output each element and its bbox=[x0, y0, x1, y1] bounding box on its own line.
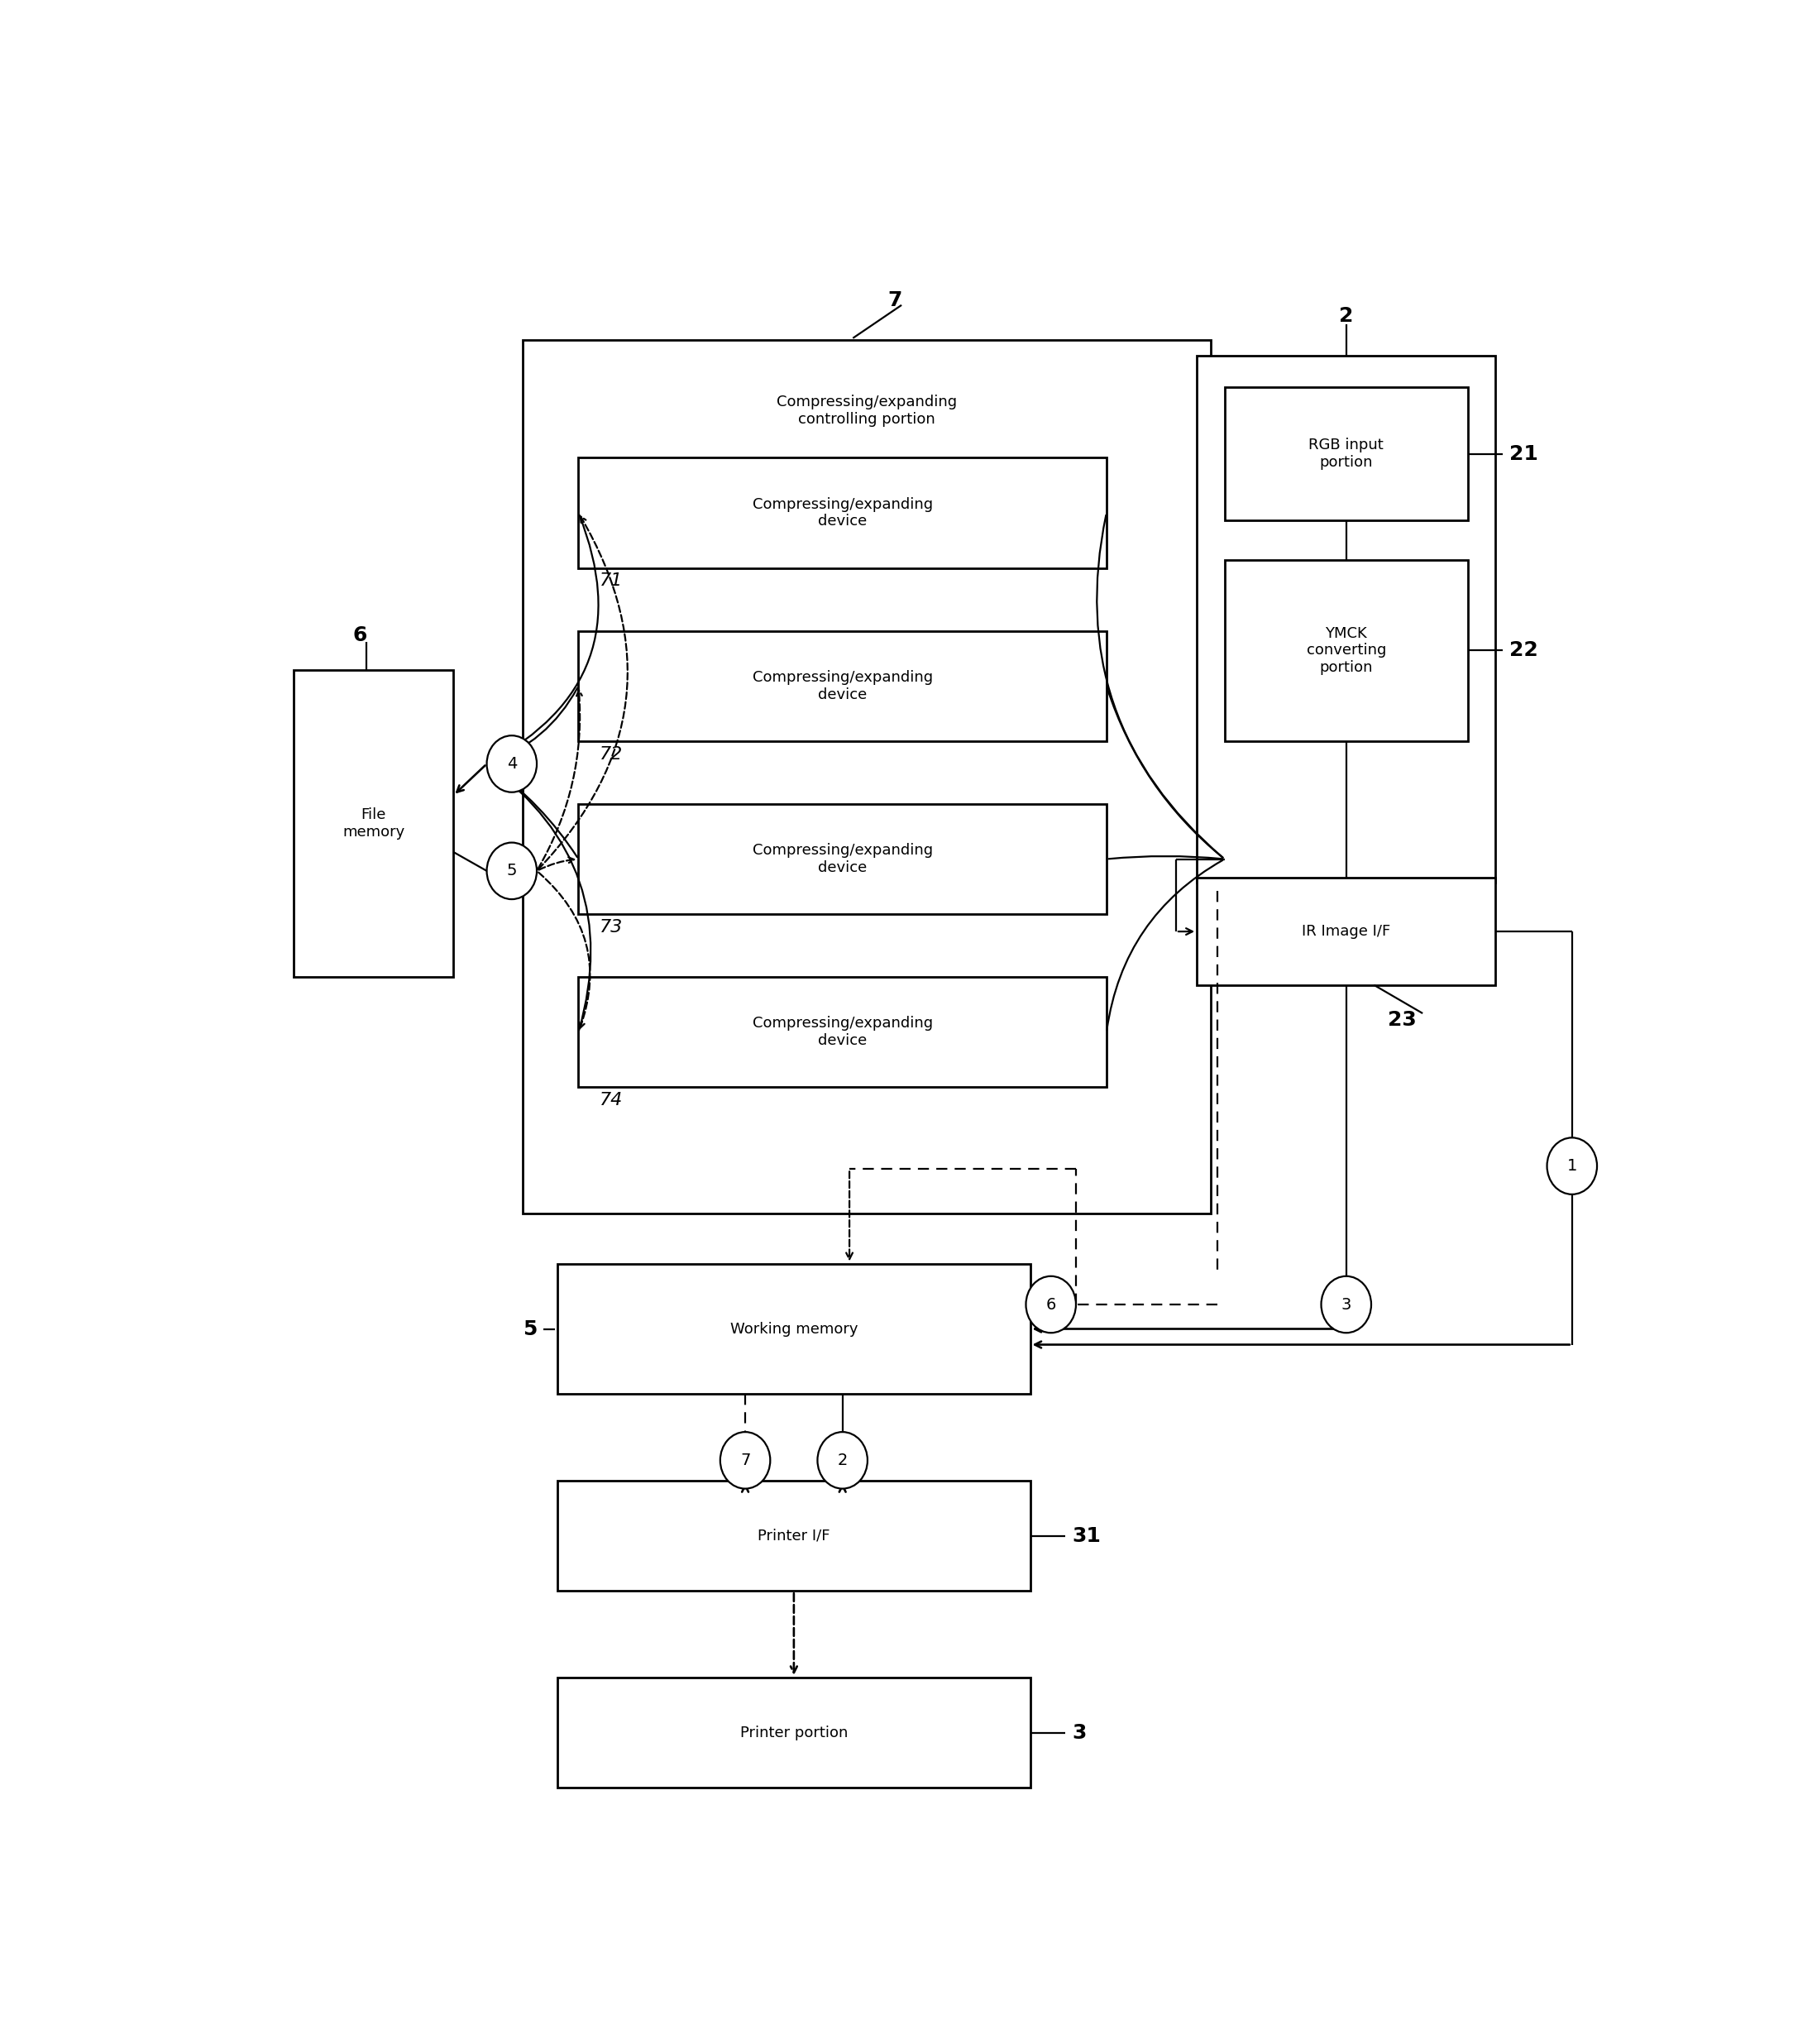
Bar bbox=[558, 1678, 1029, 1788]
Bar bbox=[1196, 356, 1495, 883]
Text: 4: 4 bbox=[507, 756, 516, 773]
Text: 2: 2 bbox=[1339, 307, 1354, 327]
Text: 71: 71 bbox=[599, 572, 622, 589]
Text: 6: 6 bbox=[353, 625, 368, 646]
Text: 23: 23 bbox=[1388, 1010, 1416, 1030]
Text: IR Image I/F: IR Image I/F bbox=[1302, 924, 1391, 938]
Circle shape bbox=[1321, 1275, 1372, 1333]
Text: Compressing/expanding
device: Compressing/expanding device bbox=[753, 670, 932, 701]
Text: 73: 73 bbox=[599, 920, 622, 936]
Bar bbox=[1196, 879, 1495, 985]
Circle shape bbox=[1547, 1139, 1598, 1194]
Bar bbox=[579, 458, 1106, 568]
Text: 31: 31 bbox=[1072, 1527, 1101, 1545]
Text: Compressing/expanding
device: Compressing/expanding device bbox=[753, 497, 932, 529]
Text: 72: 72 bbox=[599, 746, 622, 762]
Text: Compressing/expanding
device: Compressing/expanding device bbox=[753, 1016, 932, 1049]
Text: File
memory: File memory bbox=[342, 807, 405, 840]
Text: 21: 21 bbox=[1510, 444, 1538, 464]
Bar bbox=[524, 339, 1210, 1214]
Text: 22: 22 bbox=[1510, 640, 1538, 660]
Text: Printer I/F: Printer I/F bbox=[758, 1529, 830, 1543]
Bar bbox=[1225, 560, 1468, 742]
Bar bbox=[1225, 386, 1468, 521]
Text: Printer portion: Printer portion bbox=[741, 1725, 848, 1739]
Circle shape bbox=[721, 1433, 771, 1488]
Circle shape bbox=[1026, 1275, 1076, 1333]
Text: 5: 5 bbox=[507, 863, 516, 879]
Bar bbox=[558, 1480, 1029, 1590]
Text: RGB input
portion: RGB input portion bbox=[1309, 437, 1384, 470]
Bar bbox=[579, 803, 1106, 914]
Bar bbox=[294, 670, 454, 977]
Text: 74: 74 bbox=[599, 1091, 622, 1108]
Text: Compressing/expanding
device: Compressing/expanding device bbox=[753, 842, 932, 875]
Text: YMCK
converting
portion: YMCK converting portion bbox=[1307, 625, 1386, 675]
Text: 7: 7 bbox=[888, 290, 902, 311]
Text: 1: 1 bbox=[1567, 1159, 1578, 1173]
Circle shape bbox=[818, 1433, 868, 1488]
Bar bbox=[579, 632, 1106, 742]
Text: 3: 3 bbox=[1341, 1296, 1352, 1312]
Text: 3: 3 bbox=[1072, 1723, 1087, 1744]
Text: Compressing/expanding
controlling portion: Compressing/expanding controlling portio… bbox=[776, 394, 957, 427]
Text: Working memory: Working memory bbox=[730, 1322, 857, 1337]
Circle shape bbox=[486, 736, 536, 793]
Text: 2: 2 bbox=[837, 1453, 848, 1468]
Text: 6: 6 bbox=[1045, 1296, 1056, 1312]
Bar bbox=[558, 1263, 1029, 1394]
Circle shape bbox=[486, 842, 536, 899]
Bar bbox=[579, 977, 1106, 1087]
Text: 5: 5 bbox=[522, 1318, 536, 1339]
Text: 7: 7 bbox=[741, 1453, 749, 1468]
